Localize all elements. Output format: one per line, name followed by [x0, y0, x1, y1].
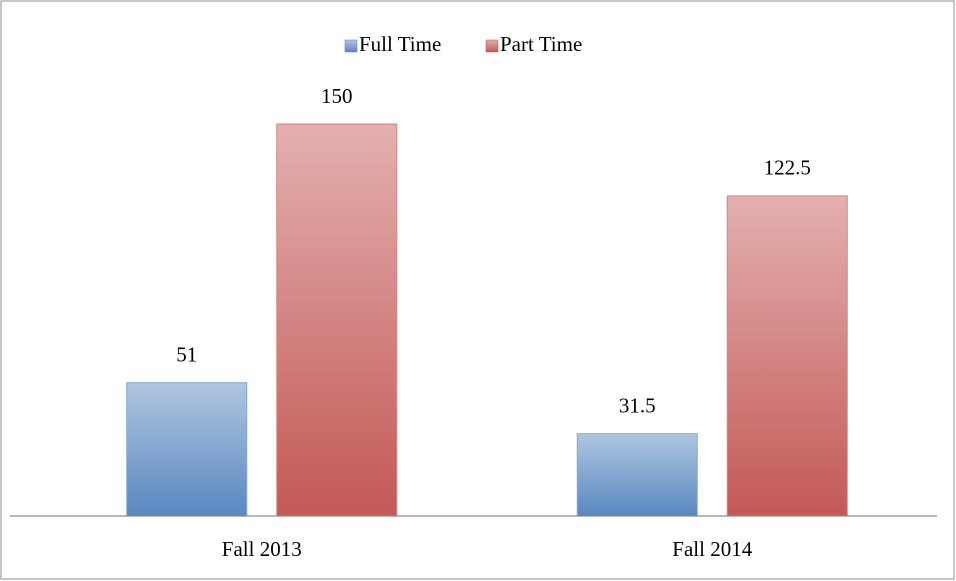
bar: [576, 433, 698, 517]
data-label: 51: [176, 343, 197, 367]
data-label: 31.5: [619, 393, 656, 417]
x-tick-label: Fall 2014: [672, 537, 752, 561]
bar: [276, 123, 398, 517]
legend-swatch: [485, 39, 499, 53]
bar: [726, 195, 848, 517]
legend-swatch: [344, 39, 358, 53]
data-label: 122.5: [764, 156, 811, 180]
bar: [126, 382, 248, 517]
legend-label: Full Time: [359, 32, 441, 56]
x-tick-label: Fall 2013: [222, 537, 302, 561]
data-label: 150: [321, 84, 353, 108]
legend-label: Part Time: [500, 32, 582, 56]
